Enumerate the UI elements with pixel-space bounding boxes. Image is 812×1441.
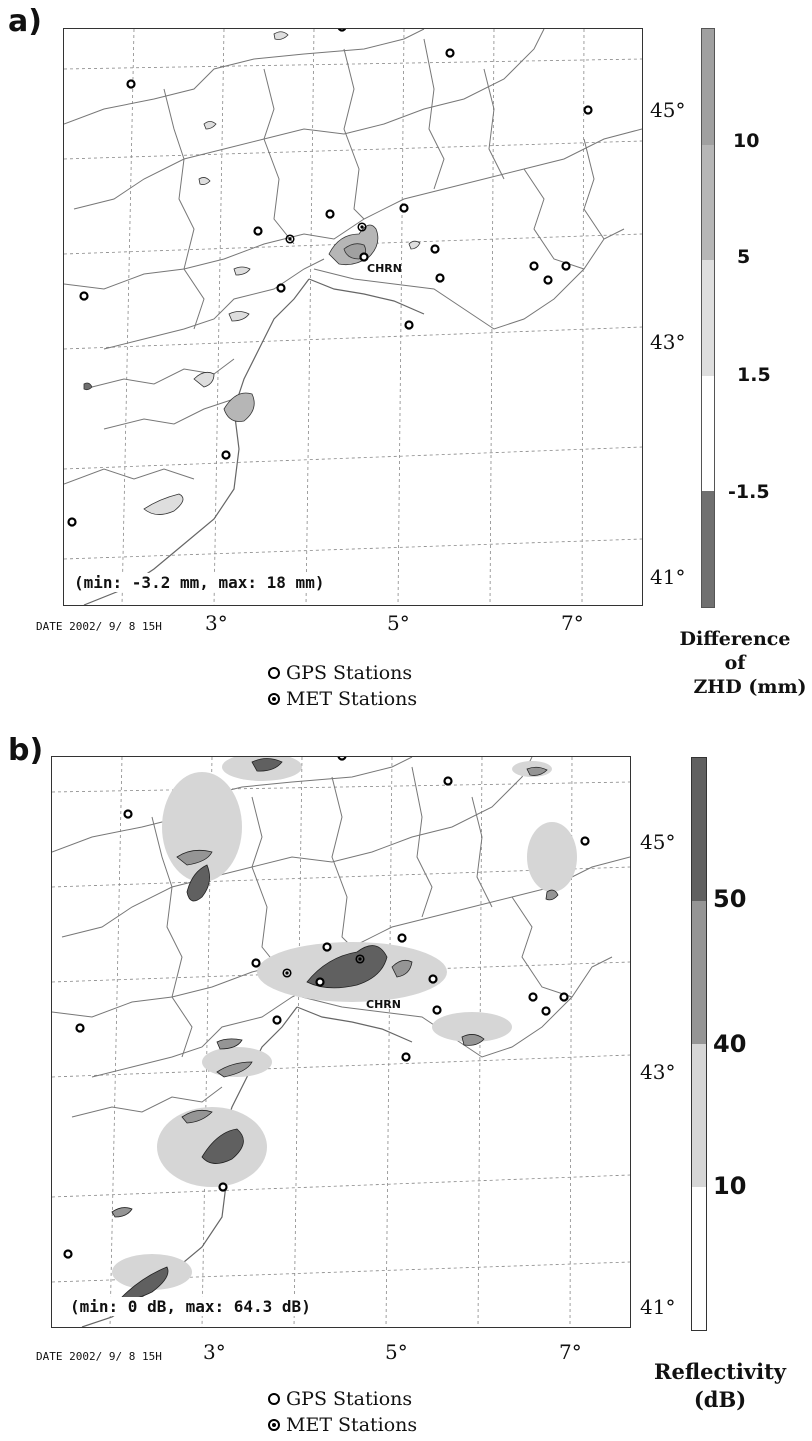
panel-b-colorbar-title: Reflectivity (dB) <box>630 1358 810 1414</box>
legend-met-label: MET Stations <box>286 1414 418 1436</box>
panel-b-lon-3: 3° <box>203 1340 226 1364</box>
colorbar-segment <box>692 758 706 901</box>
colorbar-segment <box>702 491 714 607</box>
station-label-chrn: CHRN <box>366 998 401 1011</box>
gps-station-icon <box>268 1393 280 1405</box>
panel-a-colorbar-title: Difference of ZHD (mm) <box>660 627 810 699</box>
panel-b-lon-7: 7° <box>559 1340 582 1364</box>
panel-b-lon-5: 5° <box>385 1340 408 1364</box>
colorbar-segment <box>702 260 714 376</box>
panel-a-map: CHRN (min: -3.2 mm, max: 18 mm) <box>63 28 643 606</box>
panel-a-lon-7: 7° <box>561 611 584 635</box>
colorbar-segment <box>702 144 714 261</box>
legend-gps-label: GPS Stations <box>286 662 413 684</box>
station-label-chrn: CHRN <box>367 262 402 275</box>
colorbar-segment <box>692 901 706 1044</box>
panel-a-colorbar-tick: 1.5 <box>737 364 771 386</box>
colorbar-segment <box>702 375 714 492</box>
colorbar-segment <box>692 1187 706 1330</box>
panel-a-lat-43: 43° <box>650 330 686 354</box>
panel-b-colorbar-tick: 50 <box>713 885 747 913</box>
panel-a-lon-3: 3° <box>205 611 228 635</box>
panel-b-date-stamp: DATE 2002/ 9/ 8 15H <box>36 1350 162 1363</box>
legend-gps-label: GPS Stations <box>286 1388 413 1410</box>
panel-a-lat-45: 45° <box>650 98 686 122</box>
panel-b-map: CHRN (min: 0 dB, max: 64.3 dB) <box>51 756 631 1328</box>
panel-a-summary: (min: -3.2 mm, max: 18 mm) <box>72 573 327 592</box>
panel-a-colorbar-tick: -1.5 <box>728 481 770 503</box>
colorbar-title-line: Reflectivity <box>654 1359 786 1384</box>
panel-a-label: a) <box>8 4 42 39</box>
panel-a-lon-5: 5° <box>387 611 410 635</box>
panel-b-label: b) <box>8 733 44 768</box>
colorbar-segment <box>702 29 714 145</box>
gps-station-icon <box>268 667 280 679</box>
panel-a-date-stamp: DATE 2002/ 9/ 8 15H <box>36 620 162 633</box>
panel-a-colorbar-tick: 10 <box>733 130 760 152</box>
met-station-icon <box>268 693 280 705</box>
legend-met-label: MET Stations <box>286 688 418 710</box>
panel-b-colorbar-tick: 40 <box>713 1030 747 1058</box>
panel-a-legend: GPS Stations MET Stations <box>268 660 417 712</box>
colorbar-title-line: of <box>724 652 746 674</box>
panel-b-colorbar-tick: 10 <box>713 1172 747 1200</box>
colorbar-title-line: Difference <box>679 628 791 650</box>
colorbar-segment <box>692 1044 706 1187</box>
colorbar-title-line: (dB) <box>693 1387 747 1412</box>
panel-b-lat-45: 45° <box>640 830 676 854</box>
panel-b-summary: (min: 0 dB, max: 64.3 dB) <box>68 1297 313 1316</box>
panel-b-lat-41: 41° <box>640 1295 676 1319</box>
panel-a-lat-41: 41° <box>650 565 686 589</box>
panel-a-colorbar-tick: 5 <box>737 246 751 268</box>
panel-b-legend: GPS Stations MET Stations <box>268 1386 417 1438</box>
panel-b-colorbar <box>691 757 707 1331</box>
met-station-icon <box>268 1419 280 1431</box>
panel-b-lat-43: 43° <box>640 1060 676 1084</box>
colorbar-title-line: ZHD (mm) <box>693 676 807 698</box>
panel-a-colorbar <box>701 28 715 608</box>
